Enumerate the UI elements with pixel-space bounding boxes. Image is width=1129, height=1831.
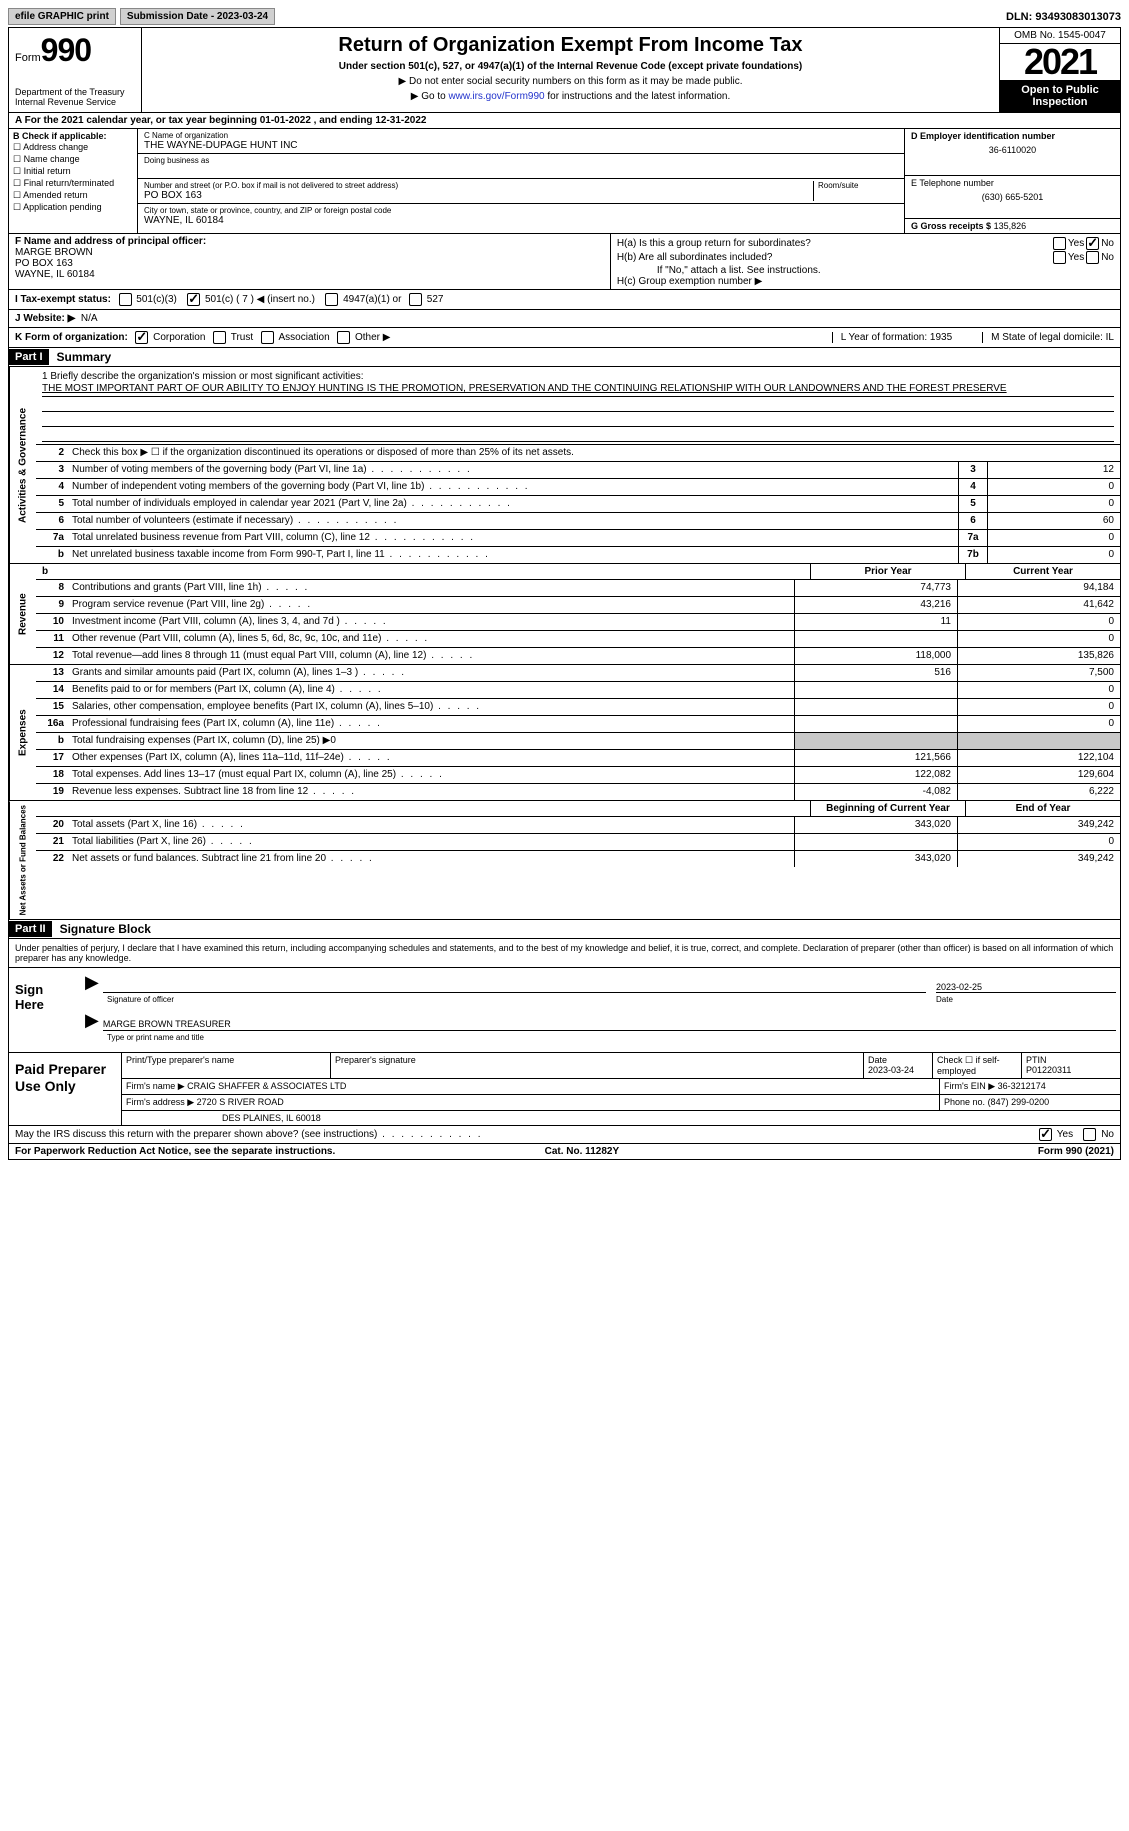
table-row: 8Contributions and grants (Part VIII, li…: [36, 580, 1120, 597]
section-expenses: Expenses 13Grants and similar amounts pa…: [9, 665, 1120, 801]
table-row: 3Number of voting members of the governi…: [36, 462, 1120, 479]
hdr-begin-year: Beginning of Current Year: [810, 801, 965, 816]
cb-527[interactable]: [409, 293, 422, 306]
table-row: 10Investment income (Part VIII, column (…: [36, 614, 1120, 631]
cb-assoc[interactable]: [261, 331, 274, 344]
part-i-header: Part I Summary: [9, 348, 1120, 367]
firm-address: 2720 S RIVER ROAD: [197, 1097, 284, 1107]
discuss-yes[interactable]: [1039, 1128, 1052, 1141]
form-title: Return of Organization Exempt From Incom…: [148, 34, 993, 57]
table-row: 9Program service revenue (Part VIII, lin…: [36, 597, 1120, 614]
table-row: 5Total number of individuals employed in…: [36, 496, 1120, 513]
sig-date: 2023-02-25: [936, 982, 1116, 993]
discuss-row: May the IRS discuss this return with the…: [9, 1126, 1120, 1143]
table-row: 21Total liabilities (Part X, line 26)0: [36, 834, 1120, 851]
tax-year: 2021: [1000, 44, 1120, 80]
note-ssn: ▶ Do not enter social security numbers o…: [148, 76, 993, 87]
org-address: PO BOX 163: [144, 190, 813, 201]
hb-yes[interactable]: [1053, 251, 1066, 264]
top-toolbar: efile GRAPHIC print Submission Date - 20…: [8, 8, 1121, 25]
efile-print-button[interactable]: efile GRAPHIC print: [8, 8, 116, 25]
officer-name: MARGE BROWN: [15, 247, 604, 258]
side-expenses: Expenses: [9, 665, 36, 800]
col-b-checkboxes: B Check if applicable: ☐ Address change …: [9, 129, 138, 233]
firm-ein: 36-3212174: [998, 1081, 1046, 1091]
section-revenue: Revenue b Prior Year Current Year 8Contr…: [9, 564, 1120, 665]
row-k-form-org: K Form of organization: Corporation Trus…: [9, 328, 1120, 348]
table-row: bNet unrelated business taxable income f…: [36, 547, 1120, 563]
org-city: WAYNE, IL 60184: [144, 215, 898, 226]
table-row: 4Number of independent voting members of…: [36, 479, 1120, 496]
year-formation: L Year of formation: 1935: [832, 332, 952, 343]
table-row: 14Benefits paid to or for members (Part …: [36, 682, 1120, 699]
discuss-no[interactable]: [1083, 1128, 1096, 1141]
firm-name: CRAIG SHAFFER & ASSOCIATES LTD: [187, 1081, 346, 1091]
hdr-prior-year: Prior Year: [810, 564, 965, 579]
cb-4947[interactable]: [325, 293, 338, 306]
side-governance: Activities & Governance: [9, 367, 36, 563]
table-row: 7aTotal unrelated business revenue from …: [36, 530, 1120, 547]
open-inspection: Open to Public Inspection: [1000, 80, 1120, 112]
row-j-website: J Website: ▶ N/A: [9, 310, 1120, 328]
telephone: (630) 665-5201: [911, 192, 1114, 202]
section-governance: Activities & Governance 1 Briefly descri…: [9, 367, 1120, 564]
table-row: bTotal fundraising expenses (Part IX, co…: [36, 733, 1120, 750]
hdr-end-year: End of Year: [965, 801, 1120, 816]
footer: For Paperwork Reduction Act Notice, see …: [9, 1143, 1120, 1159]
col-c-org: C Name of organization THE WAYNE-DUPAGE …: [138, 129, 905, 233]
cb-501c3[interactable]: [119, 293, 132, 306]
table-row: 17Other expenses (Part IX, column (A), l…: [36, 750, 1120, 767]
section-b-c-d: B Check if applicable: ☐ Address change …: [9, 129, 1120, 234]
form-subtitle: Under section 501(c), 527, or 4947(a)(1)…: [148, 61, 993, 72]
table-row: 11Other revenue (Part VIII, column (A), …: [36, 631, 1120, 648]
col-d-ein: D Employer identification number 36-6110…: [905, 129, 1120, 233]
submission-date: Submission Date - 2023-03-24: [120, 8, 275, 25]
ha-yes[interactable]: [1053, 237, 1066, 250]
signature-declaration: Under penalties of perjury, I declare th…: [9, 939, 1120, 967]
table-row: 12Total revenue—add lines 8 through 11 (…: [36, 648, 1120, 664]
section-netassets: Net Assets or Fund Balances Beginning of…: [9, 801, 1120, 920]
officer-print-name: MARGE BROWN TREASURER: [103, 1019, 1116, 1031]
table-row: 20Total assets (Part X, line 16)343,0203…: [36, 817, 1120, 834]
state-domicile: M State of legal domicile: IL: [982, 332, 1114, 343]
table-row: 6Total number of volunteers (estimate if…: [36, 513, 1120, 530]
table-row: 13Grants and similar amounts paid (Part …: [36, 665, 1120, 682]
sign-here-block: Sign Here ▶ 2023-02-25 Signature of offi…: [9, 967, 1120, 1053]
dept-treasury: Department of the Treasury Internal Reve…: [15, 87, 135, 107]
note-link: ▶ Go to www.irs.gov/Form990 for instruct…: [148, 91, 993, 102]
table-row: 16aProfessional fundraising fees (Part I…: [36, 716, 1120, 733]
form-number: Form990: [15, 32, 135, 69]
ein: 36-6110020: [911, 145, 1114, 155]
table-row: 19Revenue less expenses. Subtract line 1…: [36, 784, 1120, 800]
cb-trust[interactable]: [213, 331, 226, 344]
cb-501c[interactable]: [187, 293, 200, 306]
part-ii-header: Part II Signature Block: [9, 920, 1120, 939]
cb-other[interactable]: [337, 331, 350, 344]
website: N/A: [81, 313, 98, 324]
paid-preparer-block: Paid Preparer Use Only Print/Type prepar…: [9, 1053, 1120, 1126]
org-name: THE WAYNE-DUPAGE HUNT INC: [144, 140, 898, 151]
dln: DLN: 93493083013073: [1006, 11, 1121, 23]
mission-text: THE MOST IMPORTANT PART OF OUR ABILITY T…: [42, 383, 1114, 397]
row-a-period: A For the 2021 calendar year, or tax yea…: [9, 113, 1120, 129]
mission-block: 1 Briefly describe the organization's mi…: [36, 367, 1120, 444]
form-990: Form990 Department of the Treasury Inter…: [8, 27, 1121, 1160]
hb-no[interactable]: [1086, 251, 1099, 264]
table-row: 22Net assets or fund balances. Subtract …: [36, 851, 1120, 867]
form-header: Form990 Department of the Treasury Inter…: [9, 28, 1120, 113]
firm-phone: (847) 299-0200: [988, 1097, 1050, 1107]
table-row: 15Salaries, other compensation, employee…: [36, 699, 1120, 716]
row-i-status: I Tax-exempt status: 501(c)(3) 501(c) ( …: [9, 290, 1120, 310]
ha-no[interactable]: [1086, 237, 1099, 250]
side-revenue: Revenue: [9, 564, 36, 664]
hdr-current-year: Current Year: [965, 564, 1120, 579]
side-netassets: Net Assets or Fund Balances: [9, 801, 36, 919]
section-f-h: F Name and address of principal officer:…: [9, 234, 1120, 290]
irs-link[interactable]: www.irs.gov/Form990: [448, 91, 544, 102]
table-row: 18Total expenses. Add lines 13–17 (must …: [36, 767, 1120, 784]
gross-receipts: 135,826: [994, 221, 1027, 231]
ptin: P01220311: [1026, 1065, 1071, 1075]
cb-corp[interactable]: [135, 331, 148, 344]
